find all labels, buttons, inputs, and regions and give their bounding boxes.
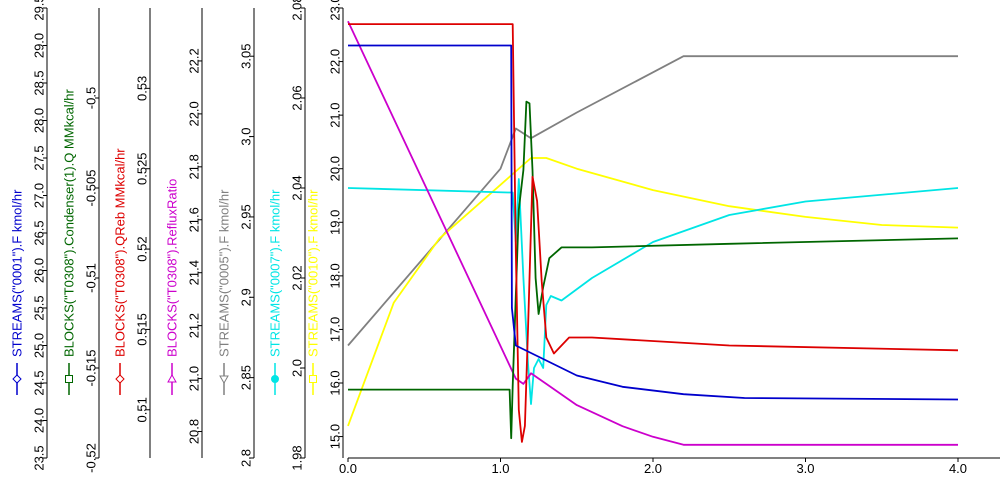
y-tick-label: 22.0 [187,101,202,126]
y-tick-label: -0.515 [84,350,99,387]
y-tick-label: 26.0 [32,258,47,283]
y-axis-1: 23.5 24.0 24.5 25.0 25.5 26.0 26.5 27.0 27.5 28.0… [10,0,48,471]
y-tick-label: -0.52 [84,443,99,473]
y-tick-label: 16.0 [328,370,343,395]
y-tick-label: 23.5 [32,445,47,470]
y-tick-label: 2.95 [239,204,254,229]
y-axis-5: 2.8 2.85 2.9 2.95 3.0 3.05 STREAMS("0005").F k… [217,8,255,467]
y-tick-label: 28.0 [32,108,47,133]
y-tick-label: 21.0 [328,102,343,127]
y-tick-label: 22.2 [187,48,202,73]
x-tick-label: 2.0 [644,461,662,476]
y-tick-label: 2.9 [239,288,254,306]
y-tick-label: 29.5 [32,0,47,21]
x-tick-label: 4.0 [949,461,967,476]
y-axes-group: 23.5 24.0 24.5 25.0 25.5 26.0 26.5 27.0 27.5 28.0… [10,0,344,473]
x-tick-label: 1.0 [491,461,509,476]
y-tick-label: 2.06 [290,85,305,110]
y-tick-label: 21.8 [187,154,202,179]
y-tick-label: 2.8 [239,449,254,467]
y-axis-title: BLOCKS("T0308").QReb MMkcal/hr [113,148,128,357]
legend-marker [271,375,279,383]
y-tick-label: 25.0 [32,333,47,358]
y-tick-label: 21.6 [187,207,202,232]
y-tick-label: 29.0 [32,33,47,58]
y-tick-label: 20.8 [187,419,202,444]
legend-entry: BLOCKS("T0308").Condenser(1).Q MMkcal/hr [62,88,77,395]
y-tick-label: 3.0 [239,128,254,146]
legend-marker [115,374,125,384]
y-tick-label: 18.0 [328,263,343,288]
y-axis-7: 15.0 16.0 17.0 18.0 19.0 20.0 21.0 22.0 23.0 STRE… [306,0,344,458]
y-axis-2: -0.52 -0.515 -0.51 -0.505 -0.5 BLOCKS("T0308"… [62,8,100,473]
y-tick-label: 25.5 [32,295,47,320]
y-tick-label: 2.08 [290,0,305,21]
y-axis-title: BLOCKS("T0308").RefluxRatio [165,179,180,357]
y-tick-label: 24.5 [32,370,47,395]
x-axis: 0.0 1.0 2.0 3.0 4.0 [339,457,1000,476]
series-line-3 [348,23,959,443]
y-axis-3: 0.51 0.515 0.52 0.525 0.53 BLOCKS("T0308").QR… [113,8,151,458]
y-tick-label: 17.0 [328,317,343,342]
y-tick-label: 1.98 [290,445,305,470]
y-tick-label: 19.0 [328,210,343,235]
x-tick-label: 0.0 [339,461,357,476]
series-line-2 [348,100,959,440]
legend-entry: STREAMS("0005").F kmol/hr [217,189,232,395]
y-tick-label: 15.0 [328,424,343,449]
y-tick-label: 3.05 [239,44,254,69]
y-axis-title: STREAMS("0010").F kmol/hr [306,189,321,357]
y-tick-label: 28.5 [32,70,47,95]
y-tick-label: 22.0 [328,49,343,74]
y-tick-label: 21.4 [187,260,202,285]
y-tick-label: 0.515 [135,313,150,346]
y-tick-label: 21.0 [187,366,202,391]
legend-entry: STREAMS("0007").F kmol/hr [268,189,283,395]
legend-entry: STREAMS("0010").F kmol/hr [306,189,321,395]
y-tick-label: 2.85 [239,365,254,390]
x-tick-label: 3.0 [796,461,814,476]
series-line-7 [347,157,959,427]
series-line-1 [348,44,959,401]
y-tick-label: 0.525 [135,152,150,185]
legend-marker [309,375,317,383]
legend-entry: BLOCKS("T0308").RefluxRatio [165,179,180,395]
y-axis-title: STREAMS("0005").F kmol/hr [217,189,232,357]
y-tick-label: 0.53 [135,76,150,101]
y-tick-label: -0.505 [84,170,99,207]
y-tick-label: 2.02 [290,265,305,290]
y-tick-label: -0.5 [84,87,99,109]
y-tick-label: 20.0 [328,156,343,181]
y-tick-label: 23.0 [328,0,343,21]
y-tick-label: 24.0 [32,408,47,433]
series-line-4 [347,20,958,446]
y-tick-label: -0.51 [84,263,99,293]
legend-marker [167,373,177,383]
y-tick-label: 0.52 [135,236,150,261]
y-tick-label: 27.0 [32,183,47,208]
y-axis-title: STREAMS("0001").F kmol/hr [10,189,25,357]
y-axis-title: STREAMS("0007").F kmol/hr [268,189,283,357]
y-tick-label: 26.5 [32,220,47,245]
legend-marker [65,375,73,383]
y-axis-6: 1.98 2.0 2.02 2.04 2.06 2.08 STREAMS("0007").F… [268,0,306,471]
y-axis-title: BLOCKS("T0308").Condenser(1).Q MMkcal/hr [62,88,77,357]
y-tick-label: 21.2 [187,313,202,338]
y-tick-label: 2.0 [290,359,305,377]
series-line-5 [347,55,958,347]
y-tick-label: 2.04 [290,175,305,200]
legend-entry: STREAMS("0001").F kmol/hr [10,189,25,395]
y-tick-label: 0.51 [135,397,150,422]
legend-entry: BLOCKS("T0308").QReb MMkcal/hr [113,148,128,395]
legend-marker [12,374,22,384]
y-tick-label: 27.5 [32,145,47,170]
legend-marker [219,375,229,385]
series-lines [347,20,959,446]
y-axis-4: 20.8 21.0 21.2 21.4 21.6 21.8 22.0 22.2 BLOCKS("… [165,8,203,458]
series-line-6 [347,178,959,405]
